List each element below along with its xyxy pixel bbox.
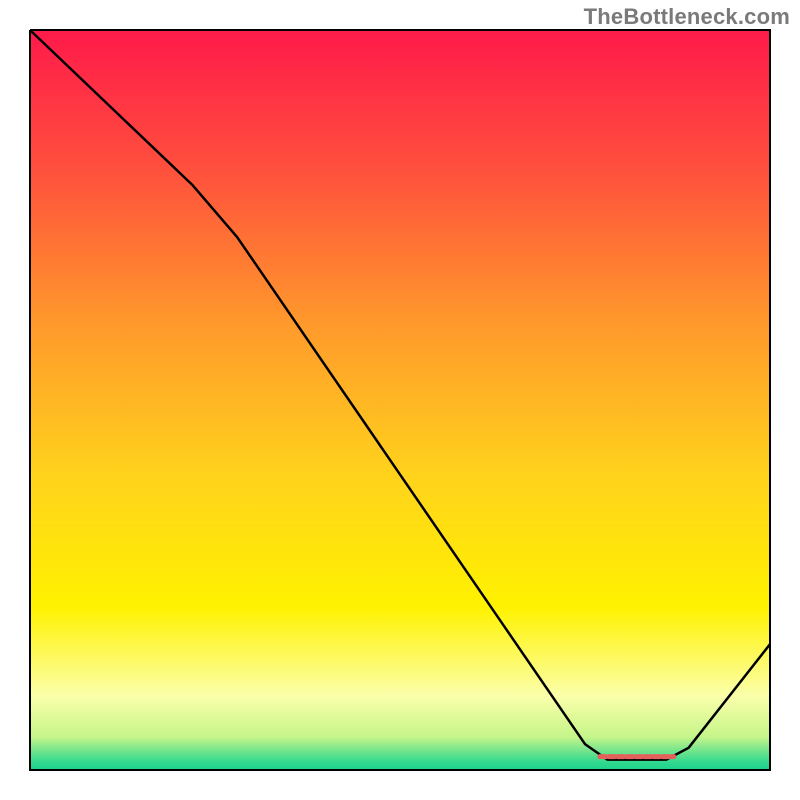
chart-canvas bbox=[0, 0, 800, 800]
gradient-background bbox=[30, 30, 770, 770]
